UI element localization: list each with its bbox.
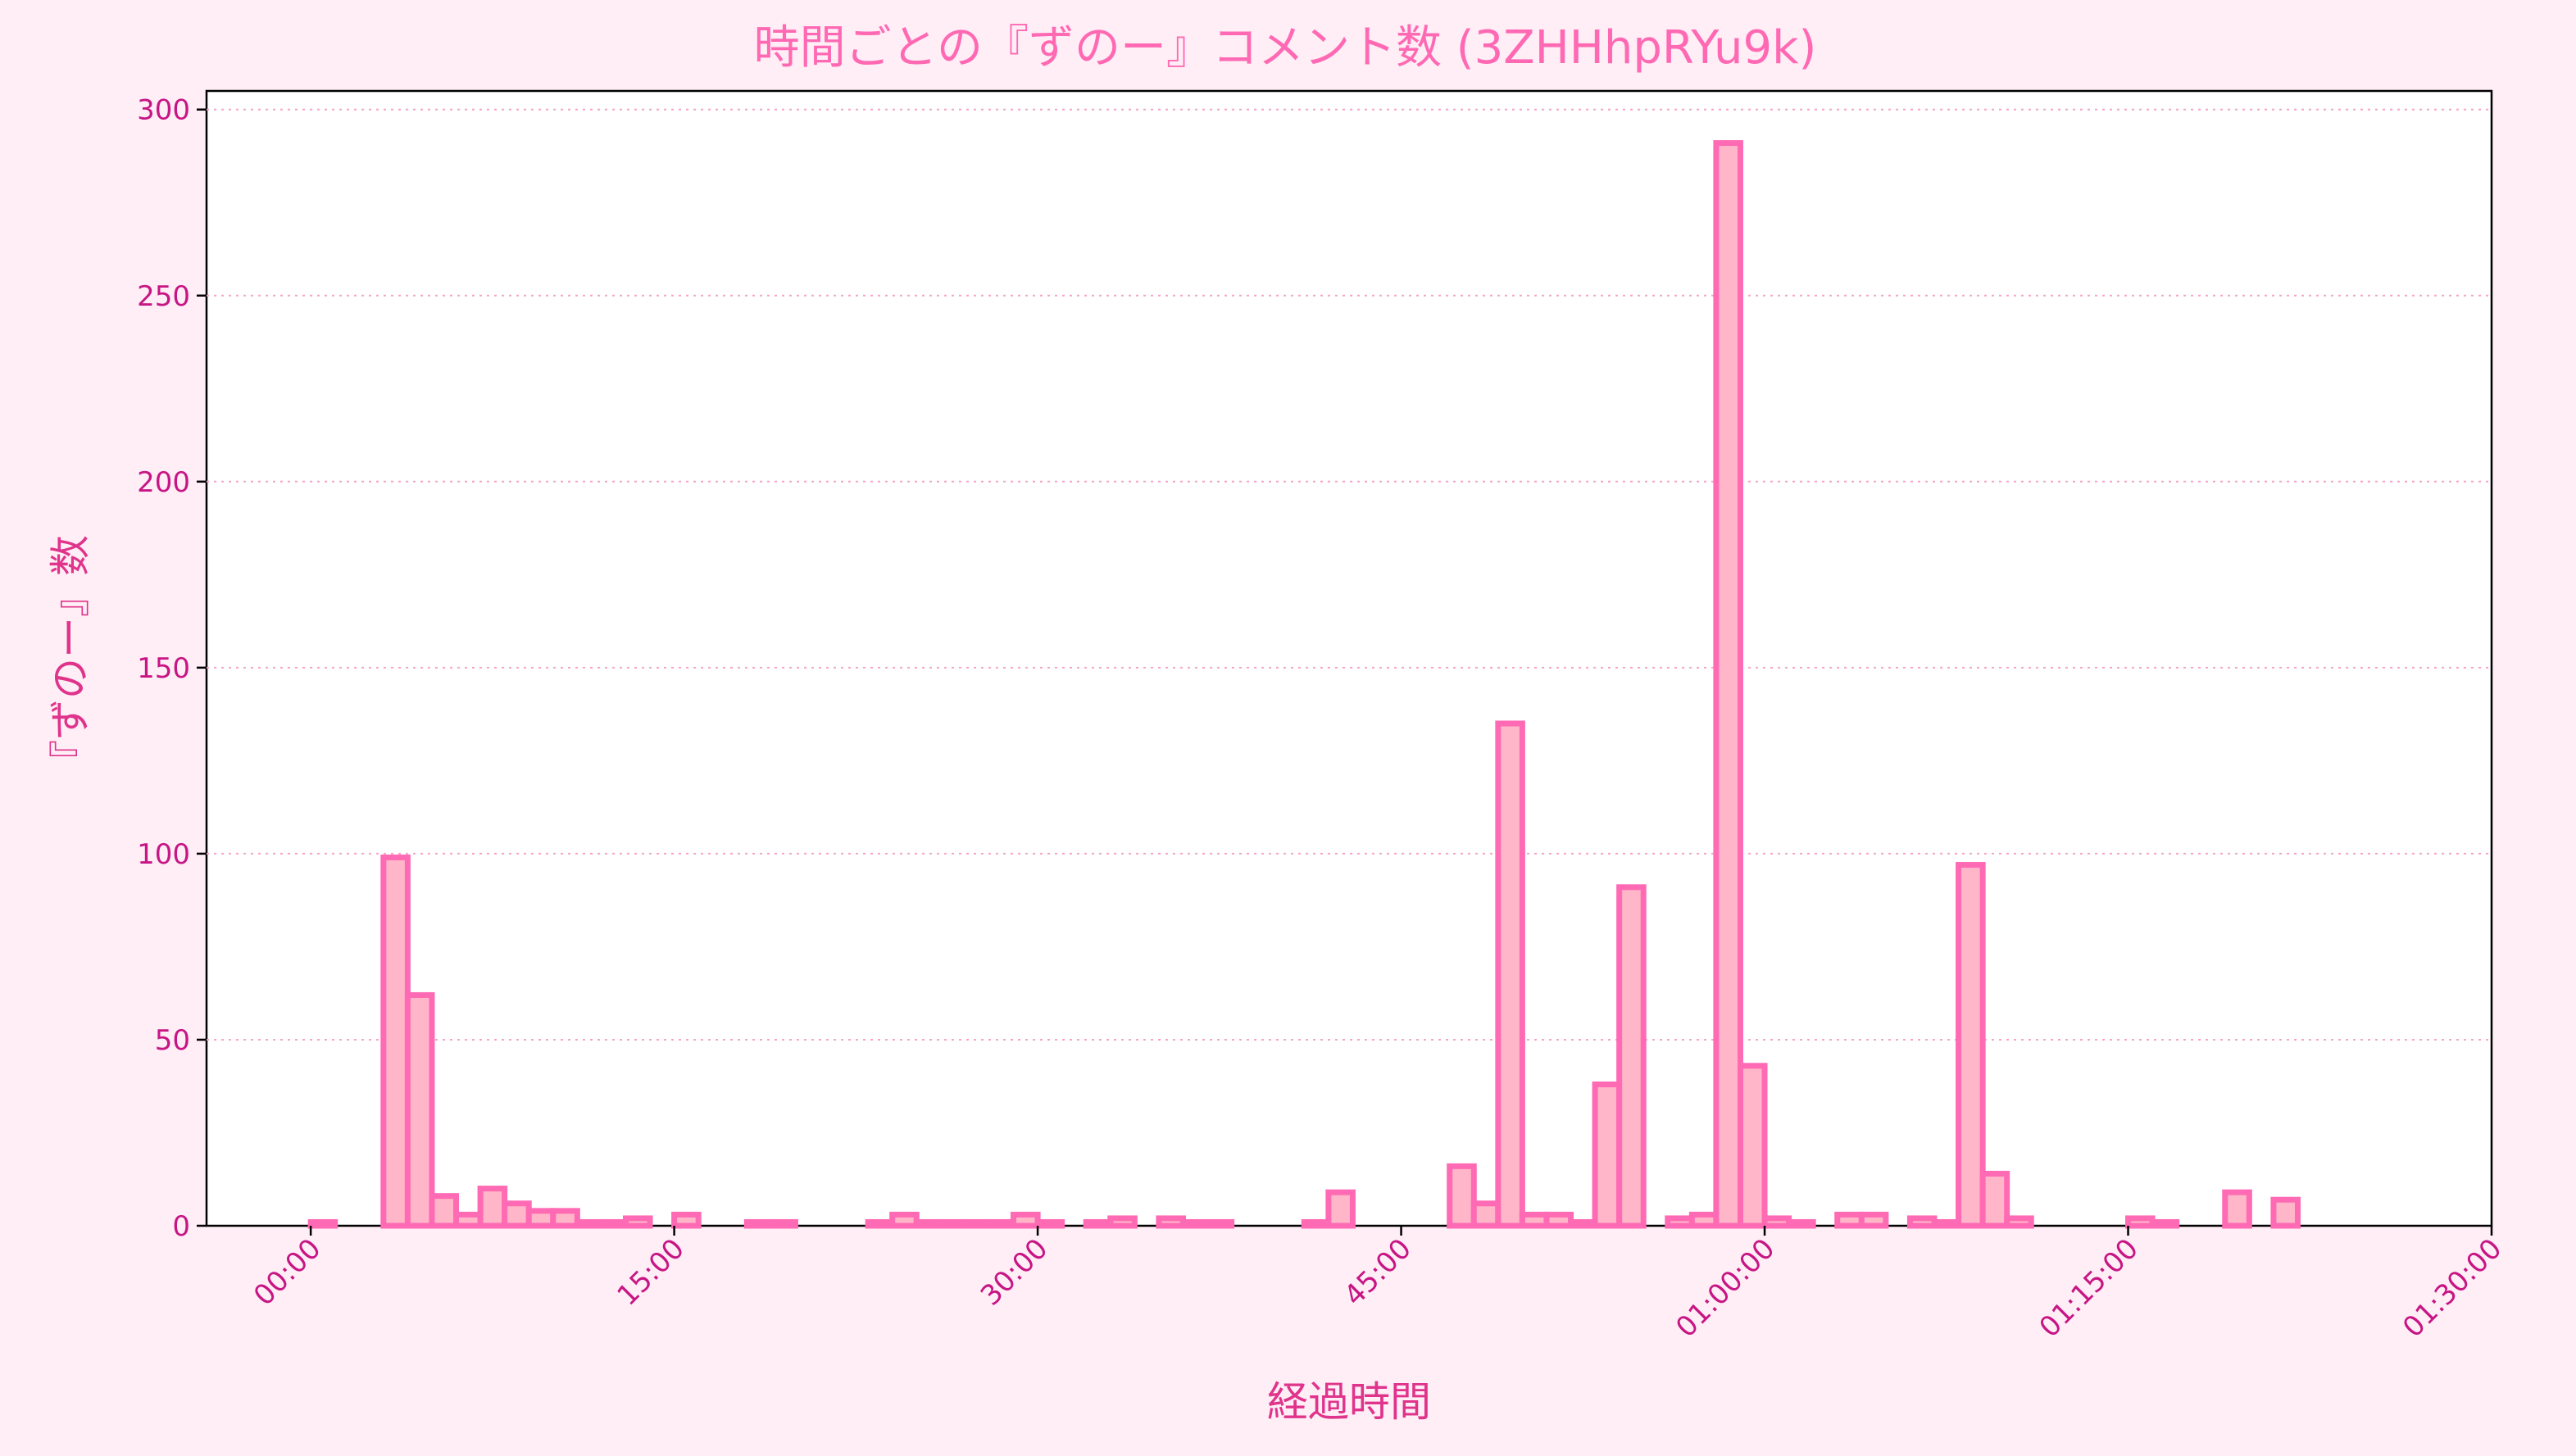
y-tick-label: 100 [137,838,190,871]
histogram-bar [1592,1081,1623,1229]
histogram-bar [550,1208,580,1229]
histogram-bar [743,1218,775,1229]
histogram-bar [2149,1218,2180,1229]
x-tick-label: 00:00 [248,1232,328,1313]
x-tick-label: 01:30:00 [2397,1232,2508,1344]
histogram-bar [1931,1218,1962,1229]
histogram-bar [502,1200,532,1229]
histogram-bar [453,1211,484,1229]
plot-area [205,89,2493,1227]
y-tick-label: 50 [155,1024,190,1057]
x-tick-label: 45:00 [1338,1232,1418,1313]
y-gridlines [207,108,2492,1041]
x-tick-label: 01:15:00 [2033,1232,2145,1344]
y-tick-label: 250 [137,280,190,313]
histogram-bar [2004,1215,2034,1229]
histogram-bar [525,1208,557,1229]
histogram-bar [1906,1215,1938,1229]
histogram-bar [1107,1215,1138,1229]
histogram-bar [1616,884,1647,1229]
histogram-bar [598,1218,629,1229]
histogram-bar [2222,1189,2252,1229]
histogram-bar [1761,1215,1792,1229]
histogram-bar [1665,1215,1695,1229]
histogram-bar [380,854,411,1229]
histogram-bar [2125,1215,2156,1229]
histogram-bar [1301,1218,1332,1229]
histogram-bar [1786,1218,1816,1229]
histogram-bar [961,1218,993,1229]
y-axis-label: 『ずのー』数 [47,535,94,781]
histogram-bar [574,1218,605,1229]
histogram-bar [913,1218,944,1229]
histogram-bar [477,1186,508,1229]
bars [307,140,2301,1229]
histogram-bar [1834,1211,1865,1229]
y-tick-label: 200 [137,466,190,499]
histogram-bar [2270,1196,2301,1229]
histogram-bar [1470,1200,1502,1229]
histogram-bar [986,1218,1017,1229]
histogram-bar [1979,1170,2010,1229]
histogram-bar [1858,1211,1889,1229]
histogram-bar [1495,720,1525,1229]
histogram-bar [938,1218,968,1229]
x-tick-label: 15:00 [611,1232,691,1313]
histogram-bar [1179,1218,1211,1229]
x-tick-label: 30:00 [975,1232,1055,1313]
histogram-bar [1519,1211,1550,1229]
histogram-bar [404,991,435,1229]
histogram-bar [1011,1211,1041,1229]
histogram-bar [1156,1215,1186,1229]
histogram-bar [307,1218,338,1229]
y-tick-label: 300 [137,94,190,127]
histogram-bar [865,1218,896,1229]
histogram-bar [1204,1218,1235,1229]
histogram-bar [1083,1218,1114,1229]
x-tick-label: 01:00:00 [1670,1232,1781,1344]
histogram-bar [889,1211,920,1229]
histogram-bar [1568,1218,1598,1229]
histogram-bar [429,1193,460,1229]
histogram-bar [1325,1189,1356,1229]
y-tick-label: 150 [137,652,190,685]
histogram-bar [1034,1218,1065,1229]
histogram-bar [768,1218,798,1229]
histogram-bar [671,1211,702,1229]
histogram-bar [1447,1163,1477,1229]
y-tick-label: 0 [172,1210,190,1243]
histogram-bar [1688,1211,1720,1229]
histogram-bar [622,1215,653,1229]
chart-title: 時間ごとの『ずのー』コメント数 (3ZHHhpRYu9k) [754,21,1817,75]
histogram-bar [1956,862,1986,1229]
histogram-bar [1543,1211,1574,1229]
histogram-bar [1737,1063,1768,1229]
histogram-bar [1713,140,1743,1229]
x-axis-label: 経過時間 [1267,1378,1431,1426]
